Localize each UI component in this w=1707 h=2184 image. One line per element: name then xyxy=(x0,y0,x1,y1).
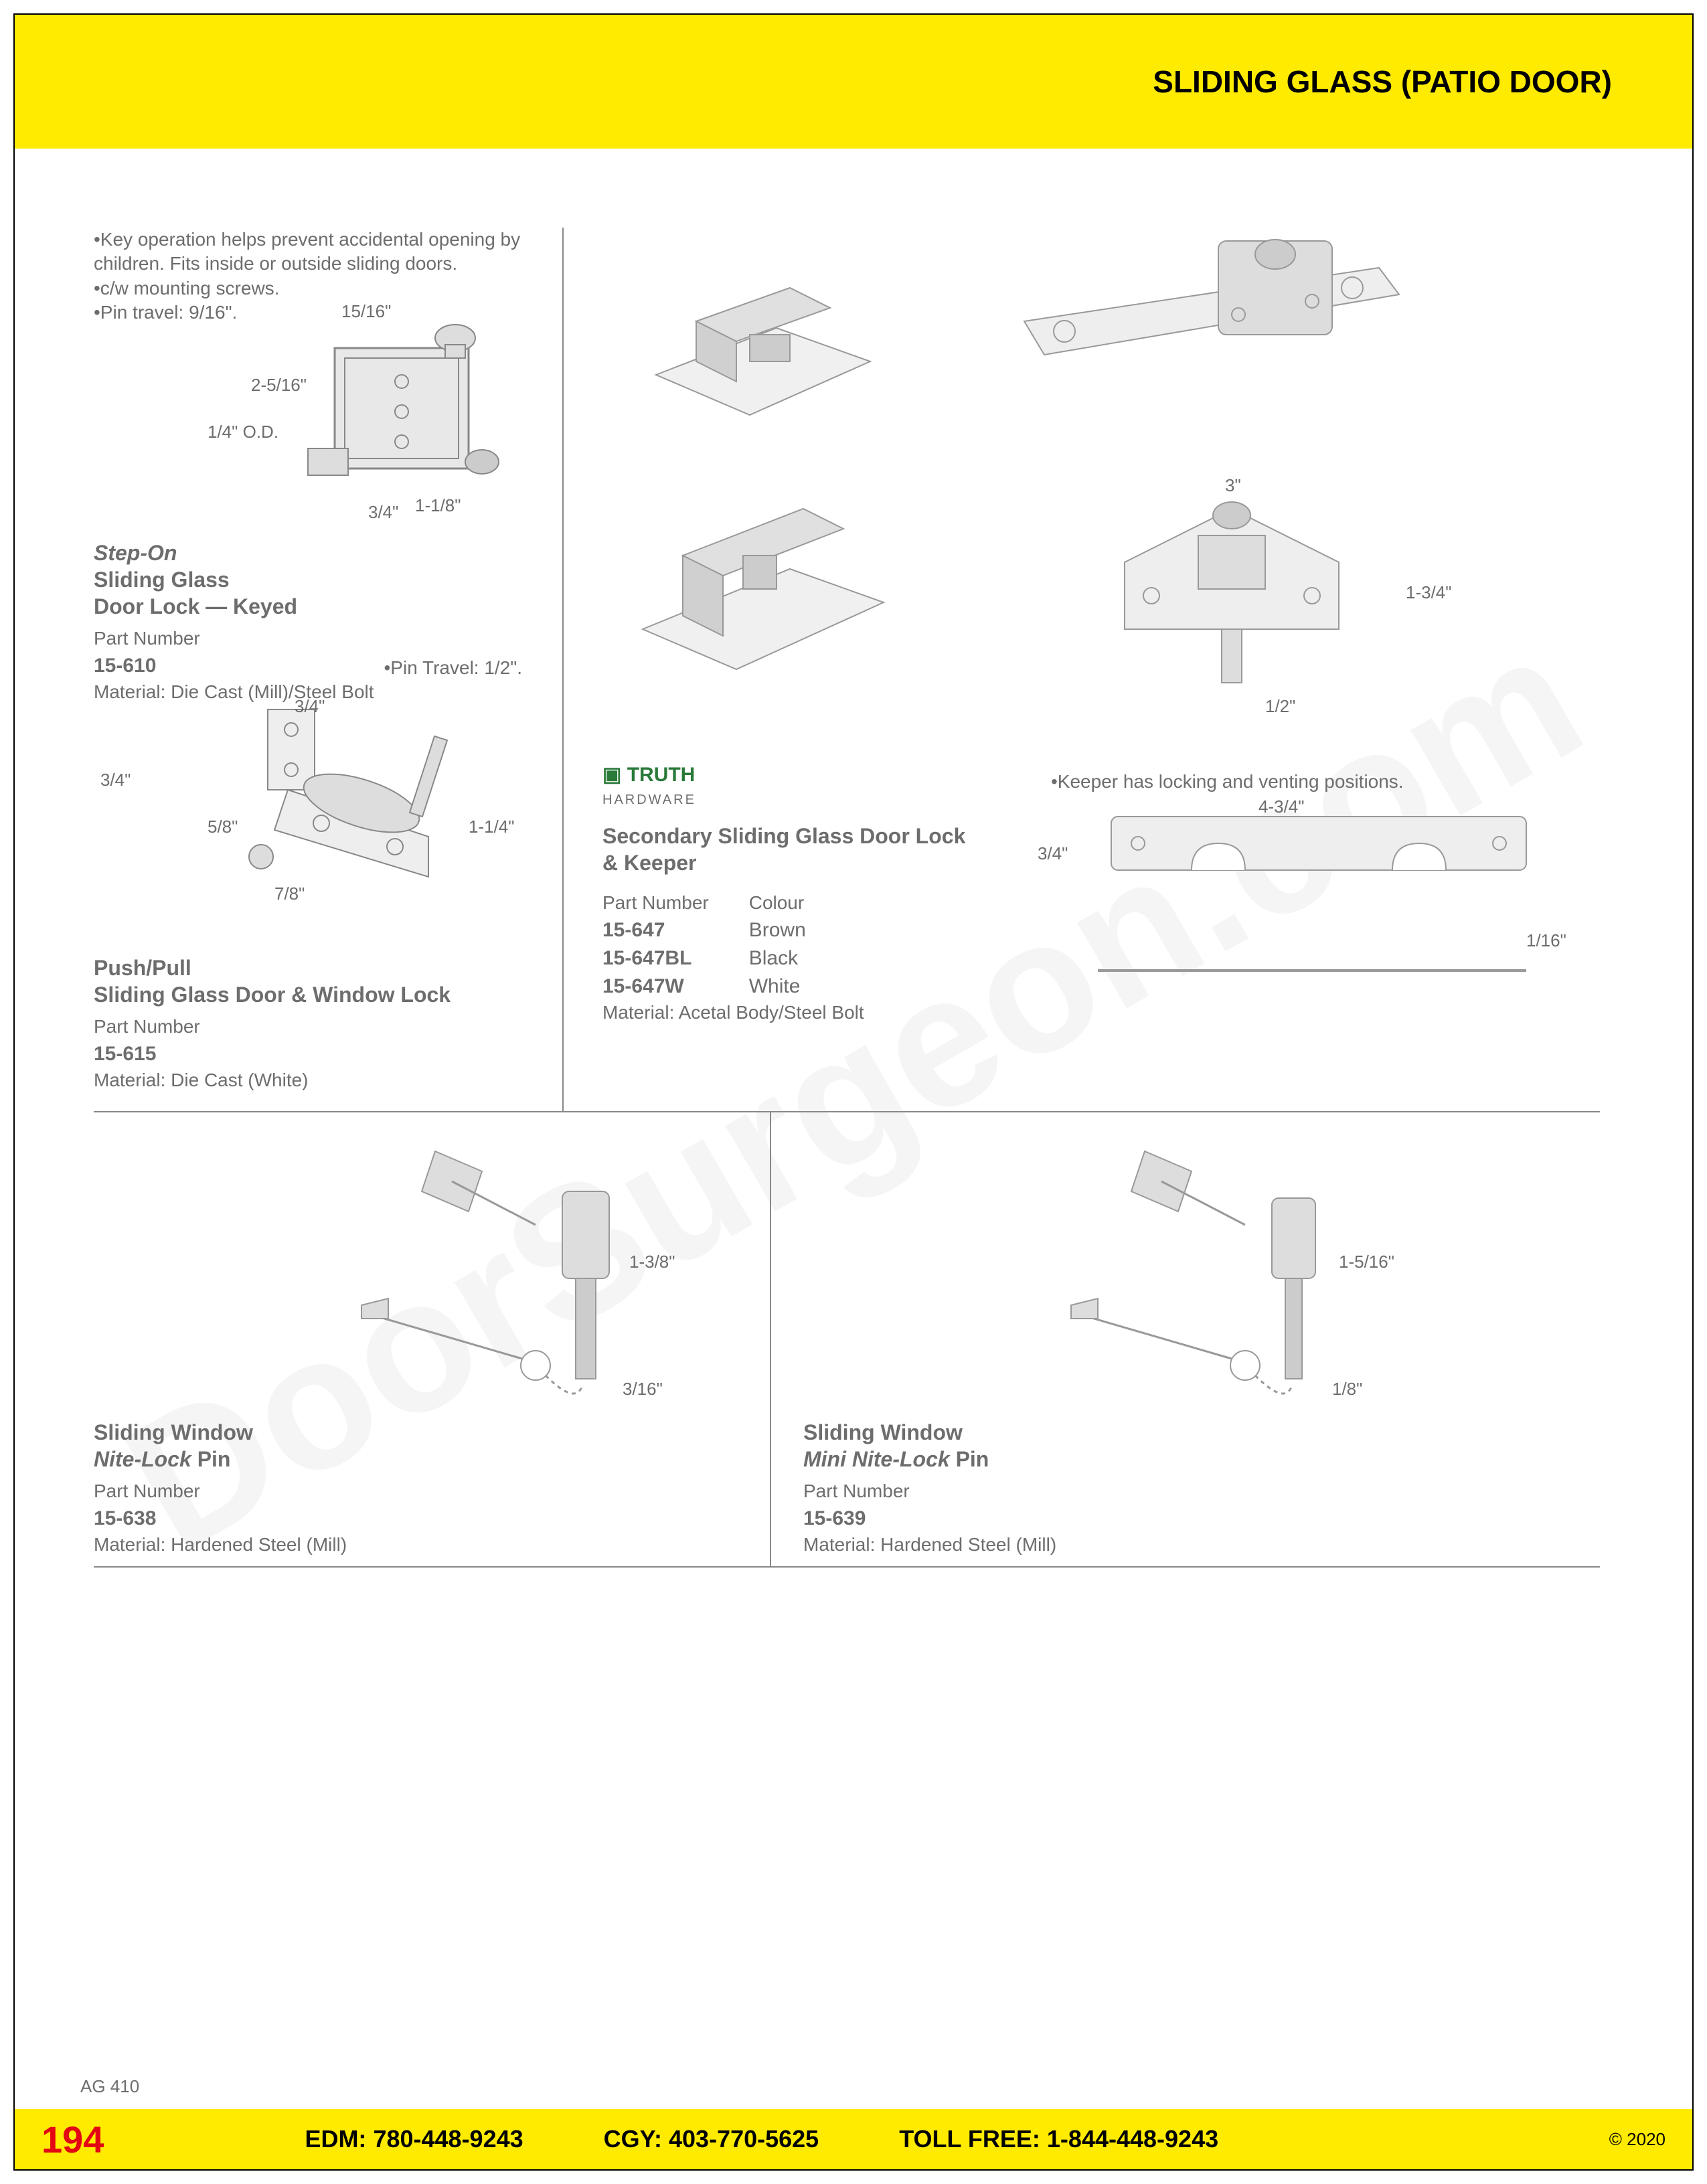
p3-brand: ▣ TRUTH HARDWARE xyxy=(602,763,965,809)
p2-part-number: 15-615 xyxy=(94,1043,549,1066)
p3-pn-1: 15-647BL xyxy=(602,947,709,970)
p3-name-l1: Secondary Sliding Glass Door Lock xyxy=(602,824,965,848)
product-mini-nite-lock: 1-5/16" 1/8" Sliding Window Mini Nite-Lo… xyxy=(803,1138,1459,1556)
p3-diagram-front xyxy=(1084,482,1419,723)
header-bar: SLIDING GLASS (PATIO DOOR) xyxy=(15,15,1692,149)
p1-name-em: Step-On xyxy=(94,541,177,565)
p2-dim-2: 3/4" xyxy=(100,770,131,790)
p2-material: Material: Die Cast (White) xyxy=(94,1070,549,1091)
p1-dim-1: 15/16" xyxy=(341,301,391,322)
p1-dim-3: 1/4" O.D. xyxy=(208,422,278,442)
p3-material: Material: Acetal Body/Steel Bolt xyxy=(602,1002,965,1023)
p4-dim-2: 3/16" xyxy=(623,1379,663,1400)
p2-name: Push/Pull Sliding Glass Door & Window Lo… xyxy=(94,954,549,1008)
cgy-phone: 403-770-5625 xyxy=(669,2125,819,2153)
p4-name-em: Nite-Lock xyxy=(94,1447,191,1471)
p3-dim-1: 3" xyxy=(1225,475,1241,496)
p4-diagram xyxy=(348,1138,736,1419)
p3-keeper-dim-1: 4-3/4" xyxy=(1258,796,1305,817)
p3-dim-3: 1/2" xyxy=(1265,696,1295,717)
p3-diagram-iso-1 xyxy=(616,254,897,455)
copyright: © 2020 xyxy=(1609,2129,1665,2150)
p3-colour-label: Colour xyxy=(749,892,806,914)
p1-bullet-2: •c/w mounting screws. xyxy=(94,276,549,301)
p1-dim-5: 1-1/8" xyxy=(415,495,461,516)
contact-cgy: CGY: 403-770-5625 xyxy=(604,2125,819,2153)
p3-keeper-dim-2: 3/4" xyxy=(1038,843,1068,864)
p2-dim-3: 5/8" xyxy=(208,817,238,837)
p3-colour-2: White xyxy=(749,975,806,998)
p3-keeper-diagram xyxy=(1071,803,1553,924)
p5-name-suffix: Pin xyxy=(950,1447,989,1471)
p3-dim-2: 1-3/4" xyxy=(1406,582,1452,603)
p3-part-label: Part Number xyxy=(602,892,709,914)
p2-name-l2: Sliding Glass Door & Window Lock xyxy=(94,983,451,1007)
divider-vertical-1 xyxy=(562,228,564,1111)
p1-bullet-1: •Key operation helps prevent accidental … xyxy=(94,228,549,276)
p1-name: Step-On Sliding Glass Door Lock — Keyed xyxy=(94,539,549,620)
p2-name-l1: Push/Pull xyxy=(94,956,191,980)
p3-diagram-iso-2 xyxy=(616,482,897,696)
p3-colour-1: Black xyxy=(749,947,806,970)
p2-bullet-1: •Pin Travel: 1/2". xyxy=(94,656,549,680)
p4-name-l1: Sliding Window xyxy=(94,1420,253,1444)
divider-vertical-2 xyxy=(770,1111,771,1566)
p5-diagram xyxy=(1058,1138,1446,1419)
product-step-on: •Key operation helps prevent accidental … xyxy=(94,228,549,703)
footer-contacts: EDM: 780-448-9243 CGY: 403-770-5625 TOLL… xyxy=(305,2125,1218,2153)
p2-dim-5: 1-1/4" xyxy=(469,817,515,837)
p1-part-label: Part Number xyxy=(94,628,549,649)
p5-name-l1: Sliding Window xyxy=(803,1420,963,1444)
p5-material: Material: Hardened Steel (Mill) xyxy=(803,1534,1459,1556)
p4-name: Sliding Window Nite-Lock Pin xyxy=(94,1419,750,1473)
tollfree-phone: 1-844-448-9243 xyxy=(1047,2125,1218,2153)
p3-pn-0: 15-647 xyxy=(602,919,709,942)
ag-number: AG 410 xyxy=(80,2076,139,2097)
edm-phone: 780-448-9243 xyxy=(373,2125,523,2153)
product-push-pull: •Pin Travel: 1/2". 3/4" 3/4" 5/8" 7/8" 1… xyxy=(94,656,549,1091)
header-title: SLIDING GLASS (PATIO DOOR) xyxy=(1153,64,1612,100)
p3-brand-name: TRUTH xyxy=(627,764,696,786)
contact-tollfree: TOLL FREE: 1-844-448-9243 xyxy=(899,2125,1218,2153)
page-number: 194 xyxy=(42,2118,104,2161)
p4-material: Material: Hardened Steel (Mill) xyxy=(94,1534,750,1556)
p1-dim-4: 3/4" xyxy=(368,502,398,523)
divider-horizontal-2 xyxy=(94,1566,1600,1568)
p3-keeper-side xyxy=(1071,950,1553,991)
footer-bar: 194 EDM: 780-448-9243 CGY: 403-770-5625 … xyxy=(15,2109,1692,2169)
p5-dim-1: 1-5/16" xyxy=(1339,1252,1394,1272)
p3-name-l2: & Keeper xyxy=(602,851,697,875)
p5-dim-2: 1/8" xyxy=(1332,1379,1362,1400)
p3-name: Secondary Sliding Glass Door Lock & Keep… xyxy=(602,823,965,876)
p3-pn-2: 15-647W xyxy=(602,975,709,998)
tollfree-label: TOLL FREE: xyxy=(899,2125,1040,2153)
p5-part-number: 15-639 xyxy=(803,1507,1459,1530)
p3-colour-0: Brown xyxy=(749,919,806,942)
p3-diagram-top-plate xyxy=(1004,234,1419,422)
p3-keeper-dim-3: 1/16" xyxy=(1526,930,1566,951)
p3-brand-sub: HARDWARE xyxy=(602,792,696,807)
contact-edm: EDM: 780-448-9243 xyxy=(305,2125,523,2153)
p4-part-number: 15-638 xyxy=(94,1507,750,1530)
p4-name-suffix: Pin xyxy=(191,1447,231,1471)
p1-dim-2: 2-5/16" xyxy=(251,375,307,396)
p5-name-em: Mini Nite-Lock xyxy=(803,1447,950,1471)
p1-diagram xyxy=(268,315,522,515)
p4-part-label: Part Number xyxy=(94,1481,750,1502)
p2-dim-4: 7/8" xyxy=(274,884,305,904)
p5-name: Sliding Window Mini Nite-Lock Pin xyxy=(803,1419,1459,1473)
p2-diagram xyxy=(187,683,536,917)
p2-part-label: Part Number xyxy=(94,1016,549,1037)
p1-name-l2: Sliding Glass xyxy=(94,568,230,592)
cgy-label: CGY: xyxy=(604,2125,662,2153)
product-nite-lock: 1-3/8" 3/16" Sliding Window Nite-Lock Pi… xyxy=(94,1138,750,1556)
p3-keeper-note: •Keeper has locking and venting position… xyxy=(1051,770,1404,794)
p4-dim-1: 1-3/8" xyxy=(629,1252,675,1272)
p1-name-l3: Door Lock — Keyed xyxy=(94,594,297,618)
edm-label: EDM: xyxy=(305,2125,366,2153)
p5-part-label: Part Number xyxy=(803,1481,1459,1502)
p2-dim-1: 3/4" xyxy=(295,696,325,717)
divider-horizontal-1 xyxy=(94,1111,1600,1112)
